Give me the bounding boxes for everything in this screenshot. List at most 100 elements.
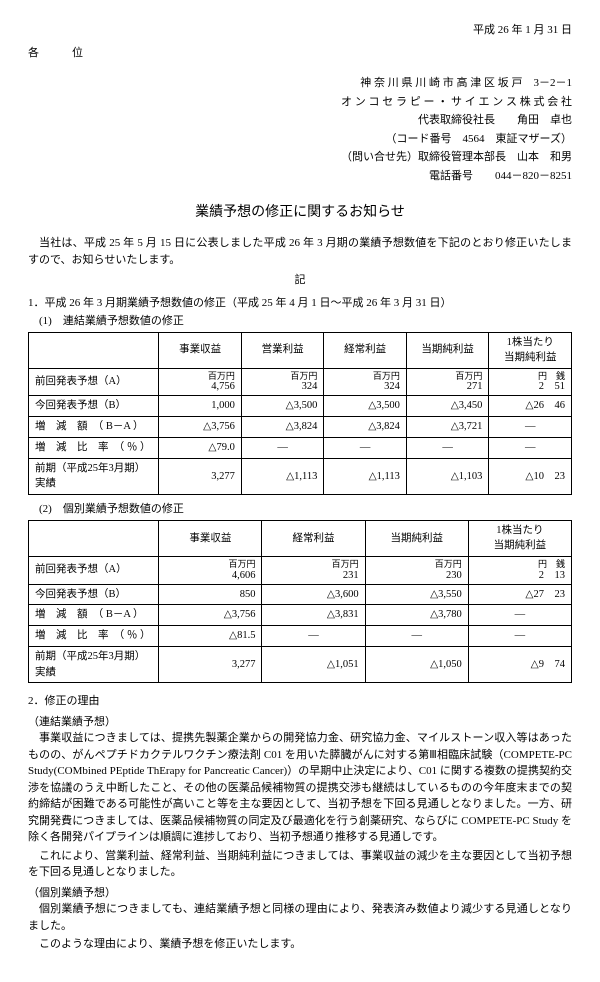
table-individual: 事業収益経常利益当期純利益1株当たり 当期純利益 前回発表予想（A）百万円4,6… xyxy=(28,520,572,684)
ki: 記 xyxy=(28,272,572,289)
row-label: 増 減 比 率 （ ％ ） xyxy=(29,437,159,458)
row-label: 今回発表予想（B） xyxy=(29,396,159,417)
cell: ― xyxy=(262,626,365,647)
cell: ― xyxy=(324,437,407,458)
cell: △3,500 xyxy=(241,396,324,417)
cell: 百万円271 xyxy=(406,369,489,396)
cell: 百万円231 xyxy=(262,557,365,584)
reason-p2: これにより、営業利益、経常利益、当期純利益につきましては、事業収益の減少を主な要… xyxy=(28,848,572,881)
president: 代表取締役社長 角田 卓也 xyxy=(28,112,572,129)
section2-head: 2．修正の理由 xyxy=(28,693,572,710)
address: 神 奈 川 県 川 崎 市 高 津 区 坂 戸 3－2－1 xyxy=(28,75,572,92)
table-header-row: 事業収益経常利益当期純利益1株当たり 当期純利益 xyxy=(29,520,572,557)
cell: △1,113 xyxy=(324,458,407,495)
cell: △3,756 xyxy=(159,605,262,626)
cell: ― xyxy=(489,417,572,438)
date: 平成 26 年 1 月 31 日 xyxy=(28,22,572,39)
table-row: 前回発表予想（A）百万円4,606百万円231百万円230円 銭2 13 xyxy=(29,557,572,584)
col-header: 1株当たり 当期純利益 xyxy=(468,520,571,557)
cell: △26 46 xyxy=(489,396,572,417)
row-label: 増 減 額 （ B－A ） xyxy=(29,417,159,438)
reason-p4: このような理由により、業績予想を修正いたします。 xyxy=(28,936,572,953)
cell: △1,051 xyxy=(262,646,365,683)
cell: ― xyxy=(489,437,572,458)
table-row: 増 減 額 （ B－A ）△3,756△3,831△3,780― xyxy=(29,605,572,626)
cell: △3,500 xyxy=(324,396,407,417)
cell: ― xyxy=(365,626,468,647)
table1-head: (1) 連結業績予想数値の修正 xyxy=(39,313,572,330)
cell: △81.5 xyxy=(159,626,262,647)
code: （コード番号 4564 東証マザーズ） xyxy=(28,131,572,148)
row-label: 前回発表予想（A） xyxy=(29,557,159,584)
cell: ― xyxy=(468,605,571,626)
col-header: 当期純利益 xyxy=(365,520,468,557)
cell: 百万円4,756 xyxy=(159,369,242,396)
cell: △3,824 xyxy=(324,417,407,438)
cell: △3,756 xyxy=(159,417,242,438)
cell: ― xyxy=(406,437,489,458)
cell: △79.0 xyxy=(159,437,242,458)
cell: △1,103 xyxy=(406,458,489,495)
cell: ― xyxy=(241,437,324,458)
reason-p1: 事業収益につきましては、提携先製薬企業からの開発協力金、研究協力金、マイルストー… xyxy=(28,730,572,846)
table-header-row: 事業収益営業利益経常利益当期純利益1株当たり 当期純利益 xyxy=(29,332,572,369)
cell: △3,450 xyxy=(406,396,489,417)
row-label: 前期（平成25年3月期）実績 xyxy=(29,646,159,683)
cell: △1,050 xyxy=(365,646,468,683)
col-header: 経常利益 xyxy=(324,332,407,369)
cell: 1,000 xyxy=(159,396,242,417)
col-header: 営業利益 xyxy=(241,332,324,369)
contact: （問い合せ先）取締役管理本部長 山本 和男 xyxy=(28,149,572,166)
cell: 百万円324 xyxy=(241,369,324,396)
section1-head: 1．平成 26 年 3 月期業績予想数値の修正（平成 25 年 4 月 1 日～… xyxy=(28,295,572,312)
table-row: 前回発表予想（A）百万円4,756百万円324百万円324百万円271円 銭2 … xyxy=(29,369,572,396)
cell: ― xyxy=(468,626,571,647)
sub-consolidated: （連結業績予想） xyxy=(28,714,572,731)
table-row: 増 減 比 率 （ ％ ）△81.5――― xyxy=(29,626,572,647)
company: オ ン コ セ ラ ピ ー ・ サ イ エ ン ス 株 式 会 社 xyxy=(28,94,572,111)
cell: 円 銭2 51 xyxy=(489,369,572,396)
table-consolidated: 事業収益営業利益経常利益当期純利益1株当たり 当期純利益 前回発表予想（A）百万… xyxy=(28,332,572,496)
cell: 百万円230 xyxy=(365,557,468,584)
cell: △3,550 xyxy=(365,584,468,605)
cell: 3,277 xyxy=(159,458,242,495)
cell: △3,780 xyxy=(365,605,468,626)
page-title: 業績予想の修正に関するお知らせ xyxy=(28,202,572,223)
sub-individual: （個別業績予想） xyxy=(28,885,572,902)
cell: 百万円324 xyxy=(324,369,407,396)
col-header: 経常利益 xyxy=(262,520,365,557)
col-header: 1株当たり 当期純利益 xyxy=(489,332,572,369)
tel: 電話番号 044－820－8251 xyxy=(28,168,572,185)
cell: △10 23 xyxy=(489,458,572,495)
col-header: 事業収益 xyxy=(159,332,242,369)
cell: △3,600 xyxy=(262,584,365,605)
cell: △3,721 xyxy=(406,417,489,438)
row-label: 増 減 比 率 （ ％ ） xyxy=(29,626,159,647)
cell: 百万円4,606 xyxy=(159,557,262,584)
row-label: 前回発表予想（A） xyxy=(29,369,159,396)
table-row: 前期（平成25年3月期）実績3,277△1,113△1,113△1,103△10… xyxy=(29,458,572,495)
col-header: 事業収益 xyxy=(159,520,262,557)
cell: 3,277 xyxy=(159,646,262,683)
cell: △9 74 xyxy=(468,646,571,683)
cell: △27 23 xyxy=(468,584,571,605)
cell: △1,113 xyxy=(241,458,324,495)
table2-head: (2) 個別業績予想数値の修正 xyxy=(39,501,572,518)
company-block: 神 奈 川 県 川 崎 市 高 津 区 坂 戸 3－2－1 オ ン コ セ ラ … xyxy=(28,75,572,184)
table-row: 前期（平成25年3月期）実績3,277△1,051△1,050△9 74 xyxy=(29,646,572,683)
reason-p3: 個別業績予想につきましても、連結業績予想と同様の理由により、発表済み数値より減少… xyxy=(28,901,572,934)
table-row: 今回発表予想（B）1,000△3,500△3,500△3,450△26 46 xyxy=(29,396,572,417)
table-row: 増 減 額 （ B－A ）△3,756△3,824△3,824△3,721― xyxy=(29,417,572,438)
row-label: 前期（平成25年3月期）実績 xyxy=(29,458,159,495)
to: 各 位 xyxy=(28,45,572,62)
cell: △3,824 xyxy=(241,417,324,438)
cell: 円 銭2 13 xyxy=(468,557,571,584)
table-row: 増 減 比 率 （ ％ ）△79.0―――― xyxy=(29,437,572,458)
row-label: 増 減 額 （ B－A ） xyxy=(29,605,159,626)
row-label: 今回発表予想（B） xyxy=(29,584,159,605)
cell: △3,831 xyxy=(262,605,365,626)
col-header: 当期純利益 xyxy=(406,332,489,369)
intro: 当社は、平成 25 年 5 月 15 日に公表しました平成 26 年 3 月期の… xyxy=(28,235,572,268)
table-row: 今回発表予想（B）850△3,600△3,550△27 23 xyxy=(29,584,572,605)
cell: 850 xyxy=(159,584,262,605)
